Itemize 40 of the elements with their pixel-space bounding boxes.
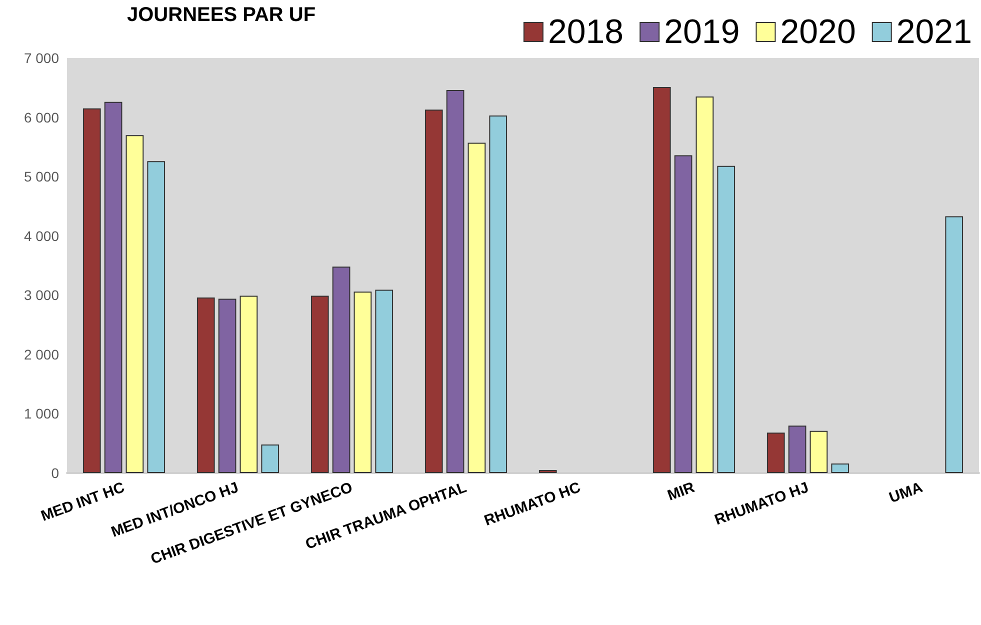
bar xyxy=(354,292,372,473)
bar xyxy=(766,432,785,473)
y-tick-label: 7 000 xyxy=(24,50,60,66)
bar xyxy=(489,116,508,473)
bar xyxy=(332,266,350,473)
y-tick-label: 1 000 xyxy=(24,406,60,422)
y-tick-label: 3 000 xyxy=(24,287,60,304)
bar xyxy=(424,110,443,473)
bar xyxy=(717,166,736,473)
legend-label: 2019 xyxy=(664,13,740,51)
bar xyxy=(375,290,394,473)
bar xyxy=(126,135,144,473)
y-tick-label: 4 000 xyxy=(24,228,60,244)
bar xyxy=(310,296,329,473)
y-tick-label: 0 xyxy=(51,465,60,481)
bar xyxy=(810,430,828,473)
bar xyxy=(674,155,692,473)
chart-title: JOURNEES PAR UF xyxy=(127,4,316,26)
legend-label: 2020 xyxy=(780,13,856,51)
bar xyxy=(261,444,280,473)
legend-label: 2018 xyxy=(548,13,624,51)
bar xyxy=(788,426,806,473)
y-tick-label: 5 000 xyxy=(24,168,60,185)
bar xyxy=(82,108,101,473)
legend-label: 2021 xyxy=(896,13,972,51)
bar xyxy=(147,161,166,473)
x-tick-label: MIR xyxy=(665,478,698,504)
bar xyxy=(468,142,486,473)
bar xyxy=(945,216,964,473)
y-tick-label: 2 000 xyxy=(24,346,60,362)
y-tick-label: 6 000 xyxy=(24,109,60,126)
bar xyxy=(218,298,236,473)
bar xyxy=(696,96,714,473)
bar xyxy=(831,464,850,473)
bar xyxy=(446,90,464,473)
bar xyxy=(652,87,671,473)
bar xyxy=(196,298,215,473)
bar xyxy=(240,296,258,473)
x-tick-label: UMA xyxy=(886,478,926,507)
bar xyxy=(104,102,122,473)
